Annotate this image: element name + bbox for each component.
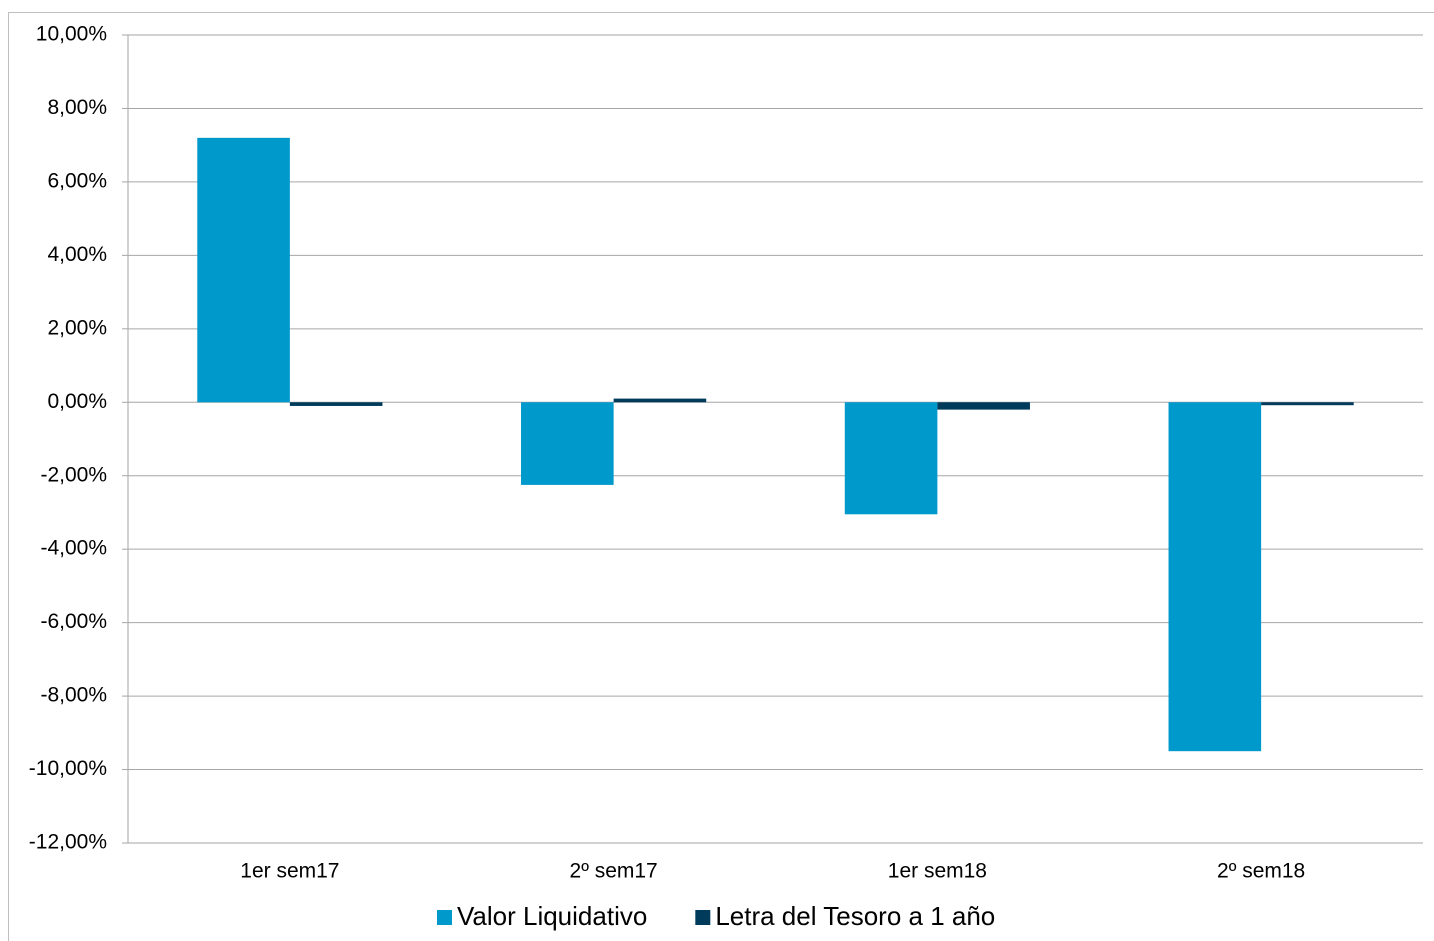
bar (844, 402, 938, 515)
y-tick-label: -12,00% (29, 831, 107, 854)
x-tick-label: 1er sem17 (240, 860, 339, 883)
y-tick-label: -2,00% (40, 463, 107, 486)
bar (1168, 402, 1262, 752)
legend-label: Valor Liquidativo (457, 901, 647, 931)
x-tick-label: 1er sem18 (888, 860, 987, 883)
chart-frame (8, 12, 1434, 941)
y-tick-label: 10,00% (36, 23, 107, 46)
y-tick-label: 6,00% (47, 169, 107, 192)
y-tick-label: -10,00% (29, 757, 107, 780)
bar (613, 398, 707, 403)
bar (289, 402, 383, 406)
legend-swatch (437, 910, 452, 925)
y-tick-label: 4,00% (47, 243, 107, 266)
x-tick-label: 2º sem18 (1217, 860, 1305, 883)
bar (197, 137, 290, 403)
x-tick-label: 2º sem17 (570, 860, 658, 883)
legend-swatch (695, 910, 711, 925)
y-tick-label: -6,00% (40, 610, 107, 633)
y-tick-label: 0,00% (47, 390, 107, 413)
bar (521, 402, 614, 485)
y-tick-label: 8,00% (47, 96, 107, 119)
y-tick-label: 2,00% (47, 316, 107, 339)
legend: Valor Liquidativo Letra del Tesoro a 1 añ… (437, 901, 995, 931)
bar (937, 402, 1030, 410)
bar (1261, 402, 1354, 406)
y-tick-label: -8,00% (40, 684, 107, 707)
legend-label: Letra del Tesoro a 1 año (715, 901, 995, 931)
y-tick-label: -4,00% (40, 537, 107, 560)
